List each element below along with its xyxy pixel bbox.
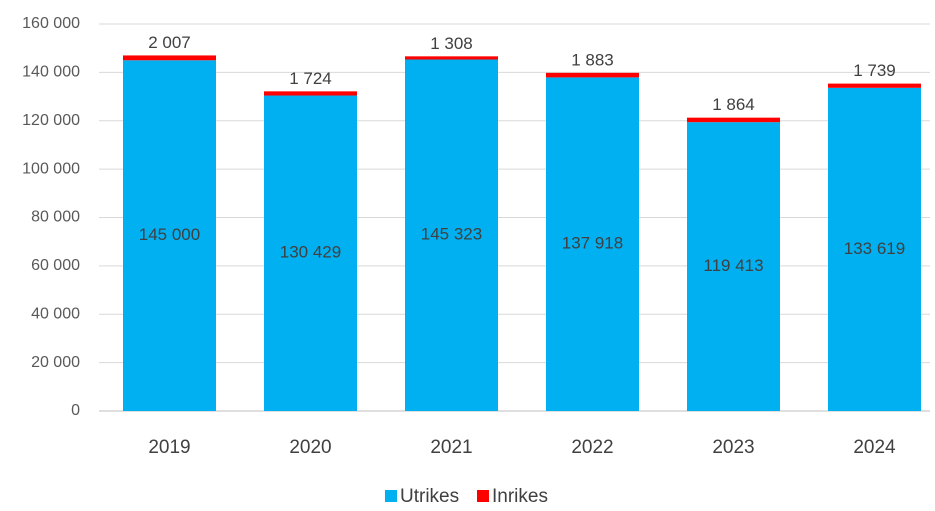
x-tick-label: 2020	[289, 437, 331, 458]
x-tick-label: 2022	[571, 437, 613, 458]
bar-segment	[828, 83, 921, 88]
value-label: 130 429	[280, 243, 341, 262]
bar-segment	[123, 55, 216, 61]
bar-segment	[687, 122, 780, 412]
value-label: 145 323	[421, 225, 482, 244]
y-tick-label: 140 000	[22, 64, 80, 81]
value-label: 1 308	[430, 34, 473, 53]
bar-segment	[546, 72, 639, 78]
value-label: 133 619	[844, 239, 905, 258]
x-tick-label: 2021	[430, 437, 472, 458]
legend-label: Utrikes	[400, 486, 459, 507]
bar-segment	[123, 60, 216, 411]
legend-label: Inrikes	[492, 486, 548, 507]
value-label: 1 739	[853, 61, 896, 80]
y-tick-label: 60 000	[31, 257, 80, 274]
legend-swatch	[385, 490, 397, 502]
y-tick-label: 80 000	[31, 209, 80, 226]
y-tick-label: 40 000	[31, 305, 80, 322]
y-tick-label: 100 000	[22, 160, 80, 177]
bar-segment	[405, 56, 498, 60]
x-tick-label: 2024	[853, 437, 896, 458]
value-label: 137 918	[562, 234, 623, 253]
y-tick-label: 20 000	[31, 354, 80, 371]
bar-segment	[828, 87, 921, 411]
value-label: 1 724	[289, 69, 332, 88]
bar-segment	[687, 117, 780, 123]
x-tick-label: 2023	[712, 437, 754, 458]
bar-segment	[405, 59, 498, 411]
y-tick-label: 120 000	[22, 112, 80, 129]
value-label: 1 883	[571, 50, 614, 69]
x-tick-label: 2019	[148, 437, 190, 458]
y-tick-label: 0	[71, 402, 80, 419]
legend-swatch	[477, 490, 489, 502]
value-label: 145 000	[139, 225, 200, 244]
value-label: 2 007	[148, 33, 191, 52]
value-label: 1 864	[712, 95, 755, 114]
y-tick-label: 160 000	[22, 15, 80, 32]
value-label: 119 413	[703, 256, 763, 275]
bar-segment	[546, 77, 639, 412]
bar-segment	[264, 91, 357, 96]
bar-segment	[264, 95, 357, 412]
